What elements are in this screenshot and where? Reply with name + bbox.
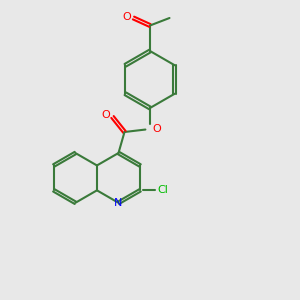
Text: O: O bbox=[152, 124, 161, 134]
Text: O: O bbox=[101, 110, 110, 121]
Text: O: O bbox=[122, 11, 131, 22]
Text: N: N bbox=[114, 198, 123, 208]
Text: Cl: Cl bbox=[157, 185, 168, 195]
